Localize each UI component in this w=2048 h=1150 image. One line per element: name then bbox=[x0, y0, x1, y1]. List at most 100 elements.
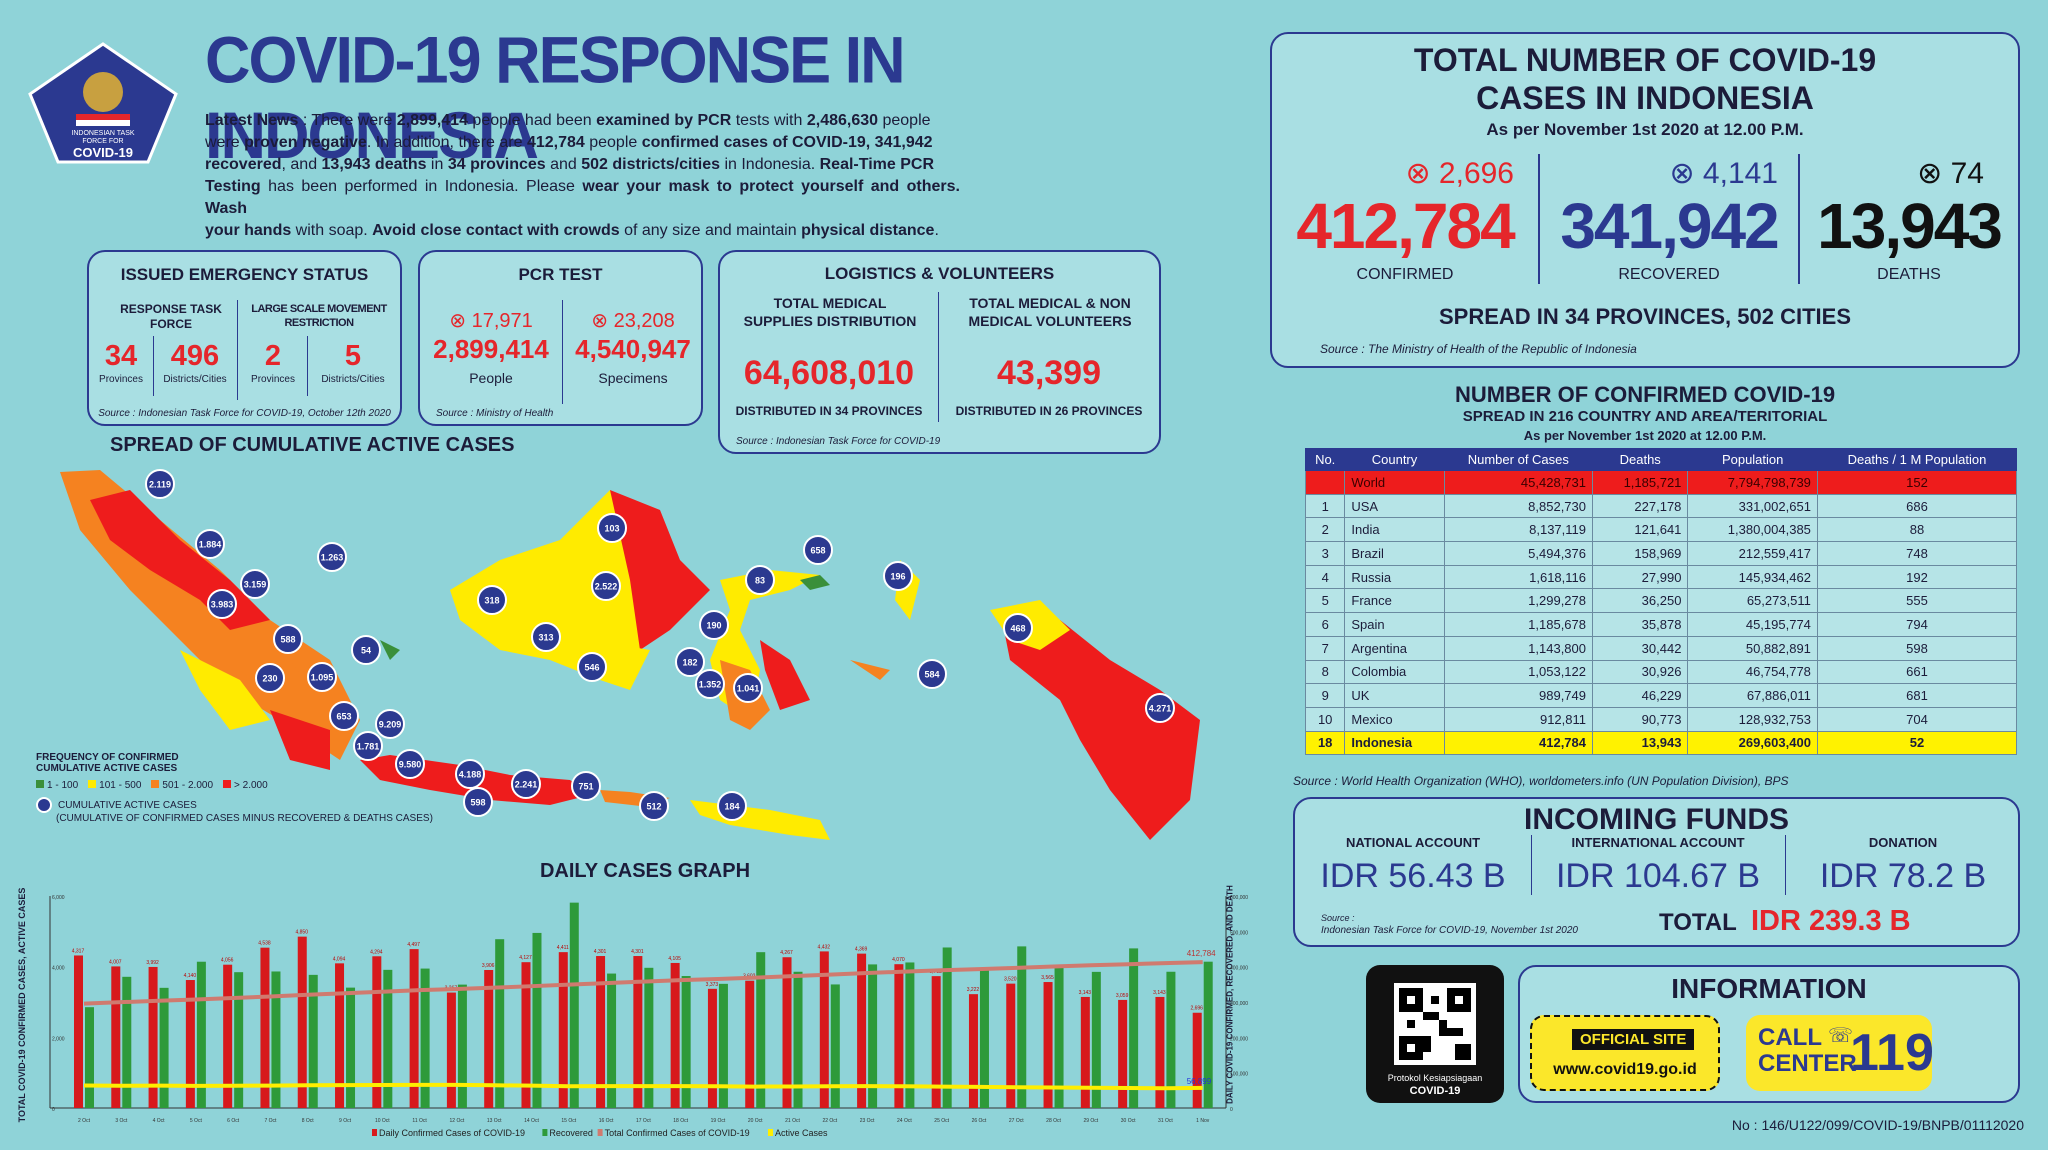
news-t: physical distance bbox=[801, 222, 935, 239]
table-cell: 989,749 bbox=[1443, 683, 1594, 708]
x-tick-label: 23 Oct bbox=[860, 1118, 875, 1124]
table-header: Deaths bbox=[1591, 448, 1689, 471]
map-bubble[interactable]: 83 bbox=[745, 565, 775, 595]
logistics-source: Source : Indonesian Task Force for COVID… bbox=[736, 436, 941, 447]
recovered-inc: 4,141 bbox=[1702, 157, 1778, 190]
information-panel: INFORMATION OFFICIAL SITE www.covid19.go… bbox=[1518, 965, 2020, 1103]
up-arrow-icon: ⊗ bbox=[1405, 157, 1431, 190]
map-bubble[interactable]: 230 bbox=[255, 663, 285, 693]
map-bubble[interactable]: 584 bbox=[917, 659, 947, 689]
table-cell: 36,250 bbox=[1591, 588, 1689, 614]
funds-source-a: Source : bbox=[1321, 913, 1355, 923]
official-site-button[interactable]: OFFICIAL SITE www.covid19.go.id bbox=[1530, 1015, 1720, 1091]
map-bubble[interactable]: 751 bbox=[571, 771, 601, 801]
table-cell: India bbox=[1344, 517, 1445, 543]
y-tick-label-right: 200,000 bbox=[1230, 1036, 1248, 1042]
call-center-button[interactable]: CALL CENTER ☏ 119 bbox=[1746, 1015, 1934, 1091]
map-bubble[interactable]: 1.884 bbox=[195, 529, 225, 559]
map-bubble[interactable]: 318 bbox=[477, 585, 507, 615]
map-bubble[interactable]: 1.781 bbox=[353, 731, 383, 761]
table-cell: 52 bbox=[1816, 730, 2018, 756]
qr-card[interactable]: Protokol Kesiapsiagaan COVID-19 bbox=[1366, 965, 1504, 1103]
news-t: , and bbox=[281, 156, 322, 173]
bar-confirmed bbox=[1043, 982, 1053, 1108]
table-cell: 794 bbox=[1816, 612, 2018, 637]
map-bubble[interactable]: 512 bbox=[639, 791, 669, 821]
map-bubble[interactable]: 196 bbox=[883, 561, 913, 591]
map-bubble-label: 2.241 bbox=[515, 780, 538, 790]
map-bubble[interactable]: 9.580 bbox=[395, 749, 425, 779]
table-header: Country bbox=[1344, 448, 1445, 471]
pcr-inc1: 17,971 bbox=[471, 310, 533, 332]
bar-confirmed bbox=[74, 955, 83, 1108]
totals-source: Source : The Ministry of Health of the R… bbox=[1320, 342, 1637, 356]
legend-label: Daily Confirmed Cases of COVID-19 bbox=[379, 1128, 525, 1138]
map-bubble[interactable]: 1.263 bbox=[317, 542, 347, 572]
table-cell: 8,852,730 bbox=[1443, 493, 1594, 519]
world-source: Source : World Health Organization (WHO)… bbox=[1293, 774, 1789, 788]
logistics-v2: 43,399 bbox=[997, 354, 1101, 392]
map-bubble[interactable]: 2.522 bbox=[591, 571, 621, 601]
map-bubble[interactable]: 313 bbox=[531, 622, 561, 652]
bar-recovered bbox=[1166, 971, 1176, 1108]
funds-l2: INTERNATIONAL ACCOUNT bbox=[1571, 835, 1745, 850]
table-cell: 8,137,119 bbox=[1443, 517, 1594, 543]
qr-code-icon bbox=[1394, 983, 1476, 1065]
map-bubble[interactable]: 3.983 bbox=[207, 589, 237, 619]
table-cell: USA bbox=[1344, 493, 1445, 519]
map-bubble-label: 584 bbox=[924, 670, 939, 680]
bar-confirmed bbox=[745, 980, 755, 1108]
logistics-panel: LOGISTICS & VOLUNTEERS TOTAL MEDICAL SUP… bbox=[718, 250, 1161, 454]
y-tick-label-left: 2,000 bbox=[52, 1036, 65, 1042]
map-bubble[interactable]: 468 bbox=[1003, 613, 1033, 643]
bar-confirmed bbox=[1006, 983, 1016, 1108]
map-bubble[interactable]: 182 bbox=[675, 647, 705, 677]
table-cell: 1,380,004,385 bbox=[1687, 517, 1818, 543]
map-bubble[interactable]: 1.041 bbox=[733, 673, 763, 703]
bar-value-label: 4,538 bbox=[258, 941, 271, 947]
pcr-val1: 2,899,414 bbox=[433, 334, 549, 364]
bar-value-label: 4,497 bbox=[407, 942, 420, 948]
table-cell: 1,143,800 bbox=[1443, 635, 1594, 661]
map-bubble[interactable]: 1.095 bbox=[307, 662, 337, 692]
x-tick-label: 6 Oct bbox=[227, 1118, 240, 1124]
map-bubble[interactable]: 9.209 bbox=[375, 709, 405, 739]
table-cell: 30,442 bbox=[1591, 635, 1689, 661]
map-bubble[interactable]: 190 bbox=[699, 610, 729, 640]
map-bubble[interactable]: 4.271 bbox=[1145, 693, 1175, 723]
x-tick-label: 21 Oct bbox=[785, 1118, 800, 1124]
news-t: 502 districts/cities bbox=[581, 156, 720, 173]
y-tick-label-right: 400,000 bbox=[1230, 966, 1248, 972]
x-tick-label: 5 Oct bbox=[190, 1118, 203, 1124]
table-cell: 704 bbox=[1816, 706, 2018, 732]
table-cell: 6 bbox=[1304, 612, 1346, 637]
map-bubble[interactable]: 653 bbox=[329, 701, 359, 731]
map-bubble[interactable]: 1.352 bbox=[695, 669, 725, 699]
map-bubble[interactable]: 184 bbox=[717, 791, 747, 821]
map-bubble[interactable]: 2.241 bbox=[511, 769, 541, 799]
bar-confirmed bbox=[484, 969, 494, 1108]
bar-confirmed bbox=[670, 962, 680, 1108]
map-bubble[interactable]: 3.159 bbox=[240, 569, 270, 599]
bar-confirmed bbox=[446, 992, 456, 1108]
map-bubble[interactable]: 658 bbox=[803, 535, 833, 565]
map-bubble[interactable]: 598 bbox=[463, 787, 493, 817]
map-bubble[interactable]: 2.119 bbox=[145, 469, 175, 499]
table-row: 18 Indonesia 412,784 13,943 269,603,400 52 bbox=[1304, 730, 2018, 756]
bar-recovered bbox=[830, 984, 840, 1108]
news-t: Testing bbox=[205, 178, 261, 195]
table-header: No. bbox=[1304, 448, 1346, 471]
map-bubble[interactable]: 4.188 bbox=[455, 759, 485, 789]
bar-recovered bbox=[718, 983, 728, 1108]
latest-news: Latest News : There were 2,899,414 peopl… bbox=[205, 110, 960, 242]
logo-text-3: COVID-19 bbox=[73, 145, 133, 160]
x-tick-label: 18 Oct bbox=[673, 1118, 688, 1124]
map-bubble[interactable]: 103 bbox=[597, 513, 627, 543]
table-cell: 27,990 bbox=[1591, 564, 1689, 590]
map-bubble[interactable]: 546 bbox=[577, 652, 607, 682]
pcr-lab2: Specimens bbox=[598, 370, 668, 386]
legend-item-label: 501 - 2.000 bbox=[162, 780, 214, 791]
map-bubble[interactable]: 588 bbox=[273, 624, 303, 654]
map-bubble[interactable]: 54 bbox=[351, 635, 381, 665]
news-t: 2,899,414 bbox=[396, 112, 468, 129]
